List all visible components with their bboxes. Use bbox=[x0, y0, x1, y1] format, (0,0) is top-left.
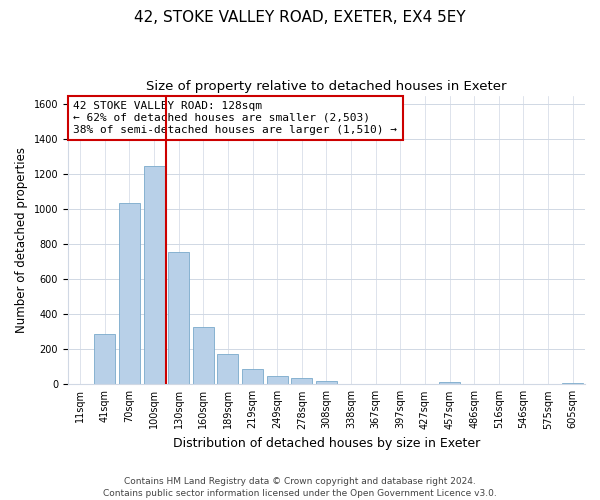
Y-axis label: Number of detached properties: Number of detached properties bbox=[15, 147, 28, 333]
Bar bbox=[143, 166, 164, 384]
Title: Size of property relative to detached houses in Exeter: Size of property relative to detached ho… bbox=[146, 80, 507, 93]
Bar bbox=[439, 382, 460, 384]
Bar bbox=[217, 354, 238, 384]
Bar bbox=[242, 370, 263, 384]
Text: Contains HM Land Registry data © Crown copyright and database right 2024.
Contai: Contains HM Land Registry data © Crown c… bbox=[103, 476, 497, 498]
Bar bbox=[193, 326, 214, 384]
Bar bbox=[292, 378, 312, 384]
Bar bbox=[94, 334, 115, 384]
Bar bbox=[316, 381, 337, 384]
Bar bbox=[267, 376, 287, 384]
X-axis label: Distribution of detached houses by size in Exeter: Distribution of detached houses by size … bbox=[173, 437, 480, 450]
Bar bbox=[119, 203, 140, 384]
Text: 42, STOKE VALLEY ROAD, EXETER, EX4 5EY: 42, STOKE VALLEY ROAD, EXETER, EX4 5EY bbox=[134, 10, 466, 25]
Text: 42 STOKE VALLEY ROAD: 128sqm
← 62% of detached houses are smaller (2,503)
38% of: 42 STOKE VALLEY ROAD: 128sqm ← 62% of de… bbox=[73, 102, 397, 134]
Bar bbox=[562, 382, 583, 384]
Bar bbox=[168, 252, 189, 384]
